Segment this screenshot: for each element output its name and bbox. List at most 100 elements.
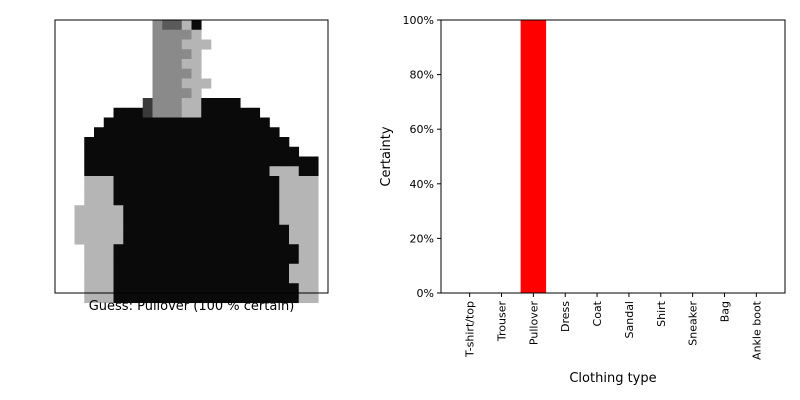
image-pixel [230, 195, 241, 206]
image-pixel [191, 107, 202, 118]
image-pixel [191, 127, 202, 138]
image-pixel [172, 156, 183, 167]
image-pixel [162, 224, 173, 235]
image-pixel [103, 156, 114, 167]
image-pixel [220, 127, 231, 138]
image-pixel [113, 195, 124, 206]
image-pixel [133, 166, 144, 177]
image-pixel [162, 137, 173, 148]
x-tick-label: Shirt [655, 300, 668, 327]
image-pixel [298, 244, 309, 255]
image-pixel [181, 59, 192, 70]
image-pixel [230, 117, 241, 128]
image-pixel [123, 293, 134, 304]
image-pixel [259, 273, 270, 284]
image-pixel [279, 283, 290, 294]
image-pixel [172, 49, 183, 60]
image-pixel [133, 185, 144, 196]
image-pixel [152, 59, 163, 70]
y-tick-label: 0% [417, 287, 434, 300]
image-pixel [181, 107, 192, 118]
image-pixel [152, 185, 163, 196]
image-pixel [269, 176, 280, 187]
image-pixel [113, 273, 124, 284]
image-pixel [250, 166, 261, 177]
image-pixel [113, 156, 124, 167]
image-pixel [172, 29, 183, 40]
image-pixel [133, 234, 144, 245]
image-pixel [84, 137, 95, 148]
image-pixel [269, 146, 280, 157]
image-pixel [298, 205, 309, 216]
image-pixel [230, 127, 241, 138]
image-pixel [259, 117, 270, 128]
image-pixel [172, 185, 183, 196]
image-pixel [142, 127, 153, 138]
image-pixel [123, 107, 134, 118]
image-pixel [181, 146, 192, 157]
image-pixel [113, 215, 124, 226]
image-pixel [172, 234, 183, 245]
image-pixel [181, 20, 192, 31]
image-pixel [181, 283, 192, 294]
image-pixel [220, 283, 231, 294]
y-axis-ticks: 0% 20% 40% 60% 80% 100% [403, 14, 441, 300]
image-pixel [220, 107, 231, 118]
image-pixel [191, 156, 202, 167]
image-pixel [133, 195, 144, 206]
x-tick-label: Pullover [527, 301, 540, 346]
image-pixel [123, 127, 134, 138]
image-pixel [172, 39, 183, 50]
image-pixel [259, 205, 270, 216]
image-pixel [308, 244, 319, 255]
y-tick-label: 80% [410, 69, 434, 82]
image-pixel [240, 137, 251, 148]
image-pixel [269, 127, 280, 138]
image-pixel [142, 98, 153, 109]
image-pixel [220, 215, 231, 226]
image-pixel [269, 185, 280, 196]
image-pixel [240, 244, 251, 255]
image-pixel [84, 185, 95, 196]
image-pixel [152, 166, 163, 177]
image-pixel [289, 234, 300, 245]
image-pixel [152, 224, 163, 235]
image-pixel [220, 185, 231, 196]
image-pixel [113, 137, 124, 148]
image-pixel [172, 283, 183, 294]
image-pixel [211, 98, 222, 109]
image-pixel [113, 127, 124, 138]
image-pixel [220, 137, 231, 148]
image-pixel [94, 283, 105, 294]
image-pixel [240, 205, 251, 216]
image-pixel [220, 176, 231, 187]
image-pixel [289, 273, 300, 284]
image-pixel [220, 117, 231, 128]
image-pixel [94, 185, 105, 196]
image-pixel [201, 205, 212, 216]
image-pixel [152, 234, 163, 245]
image-pixel [269, 263, 280, 274]
image-pixel [308, 156, 319, 167]
image-pixel [279, 273, 290, 284]
image-pixel [103, 283, 114, 294]
image-pixel [259, 263, 270, 274]
plot-frame [440, 19, 786, 294]
image-pixel [201, 98, 212, 109]
image-pixel [123, 224, 134, 235]
image-pixel [103, 205, 114, 216]
image-pixel [279, 137, 290, 148]
image-pixel [162, 59, 173, 70]
x-axis-label: Clothing type [569, 371, 656, 386]
image-pixel [181, 137, 192, 148]
image-pixel [298, 176, 309, 187]
image-pixel [181, 39, 192, 50]
image-pixel [220, 146, 231, 157]
image-pixel [240, 176, 251, 187]
image-pixel [94, 224, 105, 235]
image-pixel [230, 273, 241, 284]
image-pixel [211, 156, 222, 167]
image-pixel [259, 254, 270, 265]
image-pixel [123, 263, 134, 274]
image-pixel [84, 166, 95, 177]
